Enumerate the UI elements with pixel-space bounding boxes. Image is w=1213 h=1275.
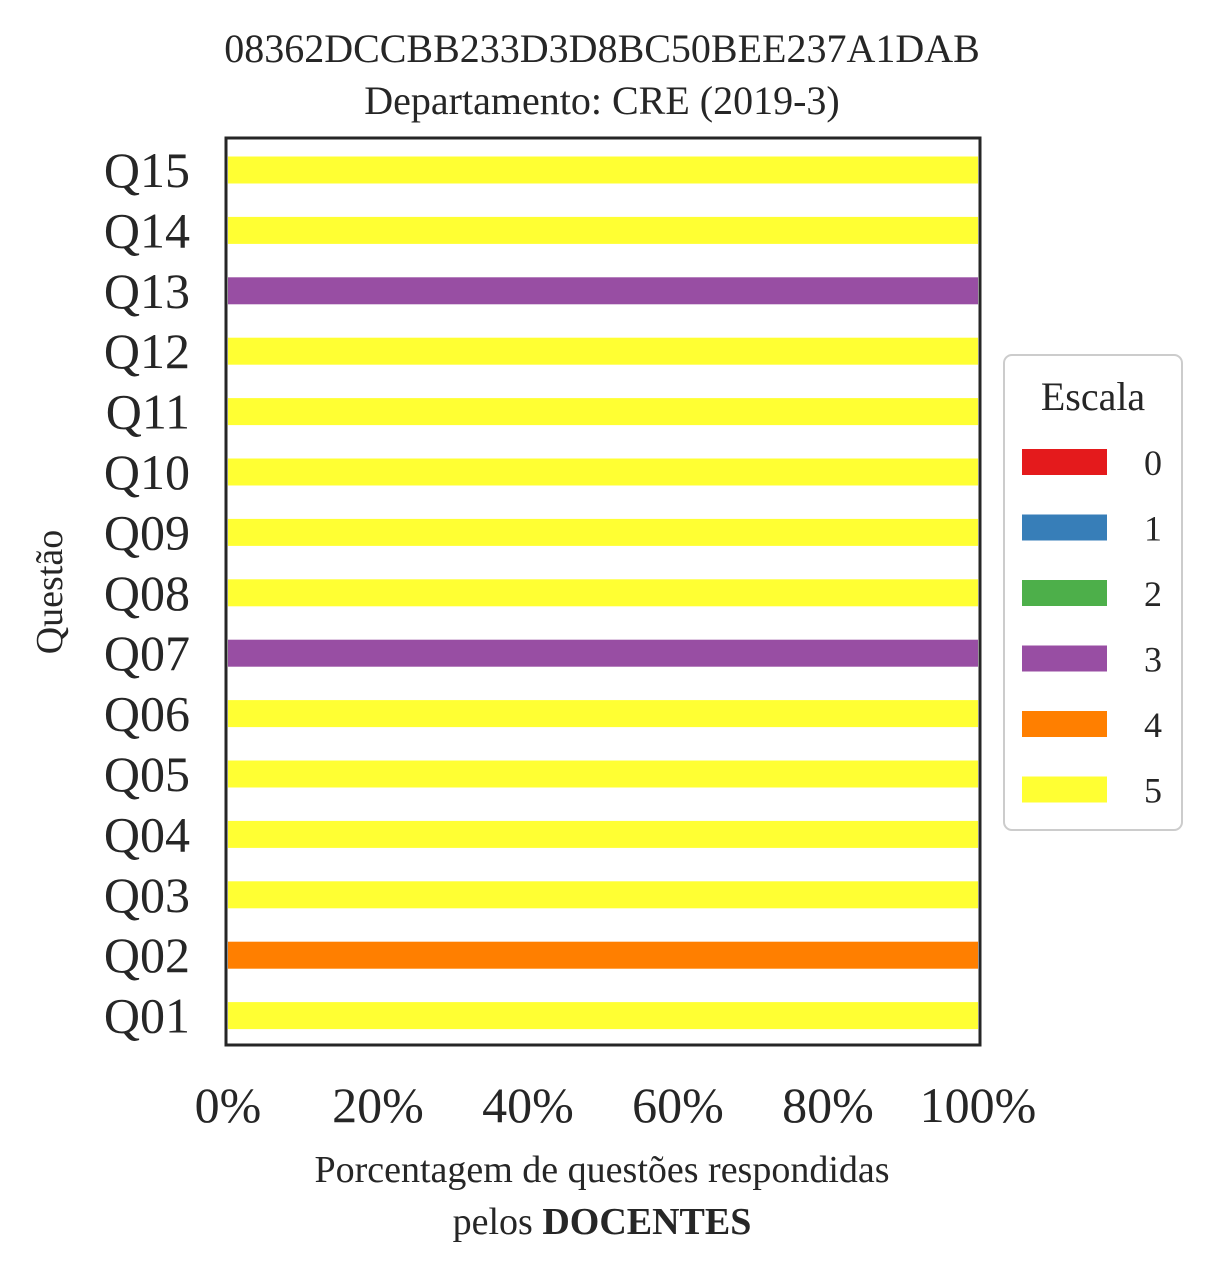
x-tick-80: 80% bbox=[782, 1077, 874, 1133]
x-axis-label: Porcentagem de questões respondidas bbox=[314, 1149, 889, 1191]
legend-label-3: 3 bbox=[1144, 640, 1162, 680]
y-tick-q01: Q01 bbox=[104, 988, 190, 1044]
legend-title: Escala bbox=[1041, 374, 1146, 419]
legend-label-5: 5 bbox=[1144, 771, 1162, 811]
legend-swatch-1 bbox=[1022, 514, 1107, 541]
legend-swatch-4 bbox=[1022, 711, 1107, 737]
plot-frame bbox=[224, 136, 982, 1047]
bar-q05-scale-5 bbox=[228, 760, 978, 788]
bar-q06-scale-5 bbox=[228, 700, 978, 728]
chart-subtitle: Departamento: CRE (2019-3) bbox=[364, 78, 839, 123]
x-axis-label-bold: DOCENTES bbox=[542, 1201, 751, 1243]
legend-swatch-3 bbox=[1022, 645, 1107, 672]
y-tick-q04: Q04 bbox=[104, 806, 190, 862]
legend-swatch-5 bbox=[1022, 776, 1107, 803]
y-tick-q12: Q12 bbox=[104, 323, 190, 379]
bar-q13-scale-3 bbox=[228, 277, 978, 305]
y-tick-q03: Q03 bbox=[104, 867, 190, 923]
x-axis-label-prefix: pelos bbox=[453, 1201, 543, 1243]
legend-label-2: 2 bbox=[1144, 574, 1162, 614]
bar-q01-scale-5 bbox=[228, 1002, 978, 1030]
bar-q03-scale-5 bbox=[228, 881, 978, 909]
x-axis-label-line2: pelos DOCENTES bbox=[453, 1201, 752, 1243]
y-tick-q05: Q05 bbox=[104, 746, 190, 802]
y-tick-q10: Q10 bbox=[104, 444, 190, 500]
chart-title: 08362DCCBB233D3D8BC50BEE237A1DAB bbox=[224, 26, 980, 71]
bar-q04-scale-5 bbox=[228, 820, 978, 848]
legend-swatch-0 bbox=[1022, 449, 1107, 475]
y-tick-q06: Q06 bbox=[104, 686, 190, 742]
y-axis-label: Questão bbox=[29, 530, 71, 655]
bar-q14-scale-5 bbox=[228, 216, 978, 244]
y-tick-q09: Q09 bbox=[104, 504, 190, 560]
bars bbox=[228, 156, 978, 1030]
y-tick-labels: Q01Q02Q03Q04Q05Q06Q07Q08Q09Q10Q11Q12Q13Q… bbox=[104, 142, 190, 1044]
y-tick-q07: Q07 bbox=[104, 625, 190, 681]
y-tick-q08: Q08 bbox=[104, 565, 190, 621]
x-tick-labels: 0% 20% 40% 60% 80% 100% bbox=[195, 1077, 1037, 1133]
y-tick-q15: Q15 bbox=[104, 142, 190, 198]
legend-label-0: 0 bbox=[1144, 443, 1162, 483]
bar-q02-scale-4 bbox=[228, 941, 978, 969]
bar-q12-scale-5 bbox=[228, 337, 978, 365]
x-tick-0: 0% bbox=[195, 1077, 262, 1133]
bar-q10-scale-5 bbox=[228, 458, 978, 486]
legend-label-4: 4 bbox=[1144, 705, 1162, 745]
y-tick-q11: Q11 bbox=[106, 384, 190, 440]
bar-q11-scale-5 bbox=[228, 398, 978, 426]
legend: Escala 0 1 2 3 4 5 bbox=[1003, 354, 1183, 831]
y-tick-q14: Q14 bbox=[104, 202, 190, 258]
x-tick-20: 20% bbox=[332, 1077, 424, 1133]
bar-q07-scale-3 bbox=[228, 639, 978, 667]
bar-q08-scale-5 bbox=[228, 579, 978, 607]
x-tick-40: 40% bbox=[482, 1077, 574, 1133]
bar-q15-scale-5 bbox=[228, 156, 978, 184]
legend-swatch-2 bbox=[1022, 580, 1107, 606]
legend-label-1: 1 bbox=[1144, 509, 1162, 549]
y-tick-q02: Q02 bbox=[104, 927, 190, 983]
y-tick-q13: Q13 bbox=[104, 263, 190, 319]
legend-items: 0 1 2 3 4 5 bbox=[1022, 443, 1162, 811]
x-tick-100: 100% bbox=[920, 1077, 1037, 1133]
bar-q09-scale-5 bbox=[228, 518, 978, 546]
x-tick-60: 60% bbox=[632, 1077, 724, 1133]
